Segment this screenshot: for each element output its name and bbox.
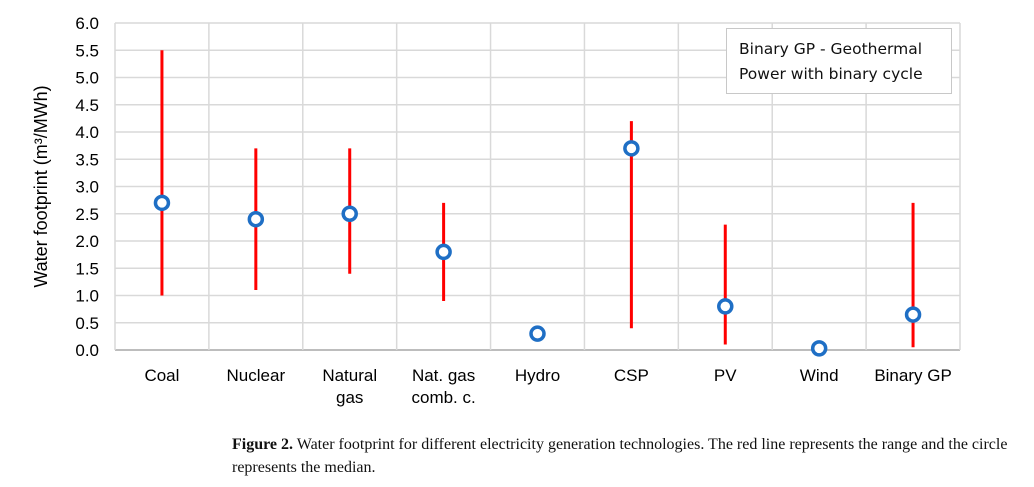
y-tick-label: 1.0 bbox=[75, 287, 99, 306]
median-marker bbox=[623, 140, 640, 157]
x-tick-label: Nat. gas bbox=[412, 366, 475, 385]
y-tick-label: 5.5 bbox=[75, 41, 99, 60]
x-tick-label: Natural bbox=[322, 366, 377, 385]
legend-line-1: Binary GP - Geothermal bbox=[739, 40, 923, 58]
legend-note: Binary GP - Geothermal Power with binary… bbox=[726, 28, 952, 94]
y-tick-label: 0.0 bbox=[75, 341, 99, 360]
legend-line-2: Power with binary cycle bbox=[739, 65, 923, 83]
median-marker bbox=[810, 340, 828, 357]
median-marker bbox=[904, 306, 922, 323]
median-marker bbox=[435, 243, 452, 261]
y-tick-label: 0.5 bbox=[75, 314, 99, 333]
caption-text: Water footprint for different electricit… bbox=[232, 436, 1008, 476]
x-tick-label: Binary GP bbox=[874, 366, 951, 385]
median-marker bbox=[341, 205, 358, 222]
y-tick-label: 5.0 bbox=[75, 69, 99, 88]
y-tick-label: 1.5 bbox=[75, 259, 99, 278]
y-tick-label: 4.5 bbox=[75, 96, 99, 115]
figure-caption: Figure 2. Water footprint for different … bbox=[232, 433, 1032, 479]
y-axis-label: Water footprint (m³/MWh) bbox=[31, 85, 51, 287]
y-tick-label: 4.0 bbox=[75, 123, 99, 142]
x-tick-label: Nuclear bbox=[227, 366, 286, 385]
caption-label: Figure 2. bbox=[232, 436, 294, 453]
range-median-chart: 0.0 0.5 1.0 1.5 2.0 2.5 3.0 3.5 4.0 4.5 5.0 5.5 6.0 W… bbox=[31, 14, 961, 407]
x-tick-label: Hydro bbox=[515, 366, 560, 385]
x-tick-label: Wind bbox=[800, 366, 839, 385]
median-marker bbox=[247, 210, 265, 228]
y-tick-label: 2.0 bbox=[75, 232, 99, 251]
median-marker bbox=[153, 194, 171, 212]
x-tick-label: CSP bbox=[614, 366, 649, 385]
x-tick-label: Coal bbox=[144, 366, 179, 385]
y-tick-label: 3.0 bbox=[75, 178, 99, 197]
y-tick-label: 3.5 bbox=[75, 150, 99, 169]
median-marker bbox=[717, 298, 734, 315]
x-tick-label: PV bbox=[714, 366, 737, 385]
y-tick-label: 6.0 bbox=[75, 14, 99, 33]
x-tick-label: comb. c. bbox=[411, 388, 475, 407]
median-marker bbox=[529, 325, 546, 342]
x-tick-label: gas bbox=[336, 388, 363, 407]
y-tick-label: 2.5 bbox=[75, 205, 99, 224]
